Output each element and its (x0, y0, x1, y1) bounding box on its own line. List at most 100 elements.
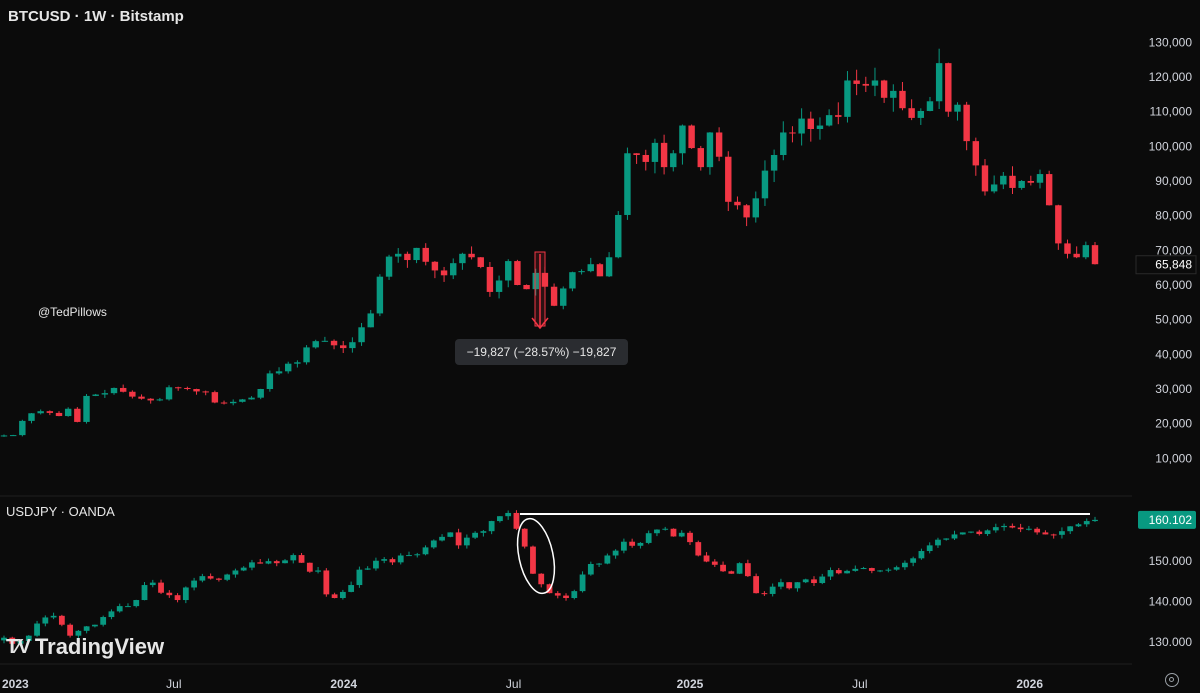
price-tick-label: 80,000 (1155, 209, 1192, 223)
candle-body (743, 205, 750, 218)
candle-body (1042, 532, 1049, 535)
candle-body (42, 617, 49, 624)
candle-body (240, 567, 247, 571)
candle-body (257, 389, 264, 398)
candle-body (893, 567, 900, 570)
price-tick-label: 50,000 (1155, 313, 1192, 327)
time-tick-label: 2025 (677, 677, 704, 691)
tradingview-wordmark: TradingView (34, 634, 165, 659)
candle-body (560, 288, 567, 306)
candle-body (385, 256, 393, 277)
candle-body (935, 539, 941, 546)
candle-body (17, 640, 24, 644)
candle-body (50, 615, 57, 618)
candle-body (9, 435, 17, 437)
candle-body (92, 394, 99, 396)
candle-body (720, 564, 726, 572)
candle-body (266, 373, 274, 389)
candle-body (902, 562, 908, 568)
candle-body (620, 541, 627, 551)
candle-body (248, 397, 255, 400)
candle-body (853, 80, 860, 84)
candle-body (687, 532, 693, 543)
candle-body (571, 591, 578, 599)
candle-body (447, 532, 454, 537)
measure-label: −19,827 (−28.57%) −19,827 (455, 339, 628, 365)
candle-body (505, 512, 512, 517)
candle-body (430, 540, 437, 548)
candle-body (1055, 205, 1062, 244)
candle-body (880, 80, 888, 98)
candle-body (488, 521, 495, 532)
candle-body (1036, 174, 1044, 183)
candle-body (125, 606, 131, 608)
candle-body (290, 555, 297, 561)
candle-body (83, 395, 90, 422)
candle-body (303, 347, 310, 363)
measure-tool[interactable] (531, 251, 549, 330)
time-axis[interactable]: 2023 Jul 2024 Jul 2025 Jul 2026 (2, 677, 1043, 691)
candle-body (825, 115, 833, 126)
candle-body (389, 559, 396, 563)
candle-body (578, 271, 585, 273)
candle-body (294, 362, 301, 364)
candle-body (1000, 175, 1007, 185)
time-tick-label: Jul (166, 677, 181, 691)
candle-body (670, 528, 677, 537)
candle-body (64, 408, 72, 417)
candle-body (348, 585, 355, 592)
candle-body (819, 576, 826, 584)
candle-body (798, 118, 805, 134)
candle-body (703, 555, 710, 562)
highlight-ellipse[interactable] (511, 515, 560, 596)
candle-body (440, 270, 448, 276)
candle-body (538, 573, 545, 585)
candle-body (780, 132, 787, 155)
candle-body (744, 563, 751, 577)
price-tick-label: 110,000 (1150, 105, 1193, 119)
price-tick-label: 20,000 (1155, 417, 1192, 431)
candle-body (951, 534, 958, 539)
candle-body (769, 586, 776, 594)
settings-gear-icon[interactable] (1165, 673, 1179, 687)
candle-body (679, 125, 686, 154)
candle-body (835, 570, 842, 574)
candle-body (422, 247, 429, 262)
candle-body (972, 141, 980, 166)
candle-body (119, 387, 127, 392)
candle-body (199, 576, 206, 581)
candle-body (514, 261, 521, 285)
candle-body (645, 533, 652, 543)
candle-body (174, 387, 182, 389)
candle-body (554, 593, 561, 596)
candle-body (844, 570, 850, 574)
candle-body (1009, 175, 1016, 188)
candle-body (569, 272, 576, 289)
candle-body (224, 574, 231, 580)
candle-body (778, 582, 784, 587)
btc-price-axis[interactable]: 10,000 20,000 30,000 40,000 50,000 60,000 70,0… (1135, 35, 1197, 465)
candle-body (1050, 534, 1057, 536)
candle-body (367, 313, 374, 328)
price-tick-label: 130.000 (1149, 635, 1193, 649)
candle-body (736, 563, 743, 574)
candle-body (413, 247, 420, 261)
candle-body (158, 582, 164, 593)
usdjpy-last-price-box (1138, 510, 1196, 529)
price-tick-label: 140.000 (1149, 594, 1193, 608)
candle-body (633, 153, 640, 155)
candle-body (381, 559, 388, 561)
candle-body (637, 542, 644, 546)
btc-last-price-box (1135, 255, 1197, 275)
candle-body (156, 399, 164, 401)
candle-body (312, 341, 319, 348)
candle-body (852, 568, 859, 571)
candle-body (9, 637, 16, 644)
candle-body (101, 393, 109, 395)
candle-body (414, 554, 421, 556)
candle-body (55, 412, 63, 417)
price-tick-label: 30,000 (1155, 382, 1192, 396)
usdjpy-chart-title: USDJPY · OANDA (6, 504, 115, 519)
